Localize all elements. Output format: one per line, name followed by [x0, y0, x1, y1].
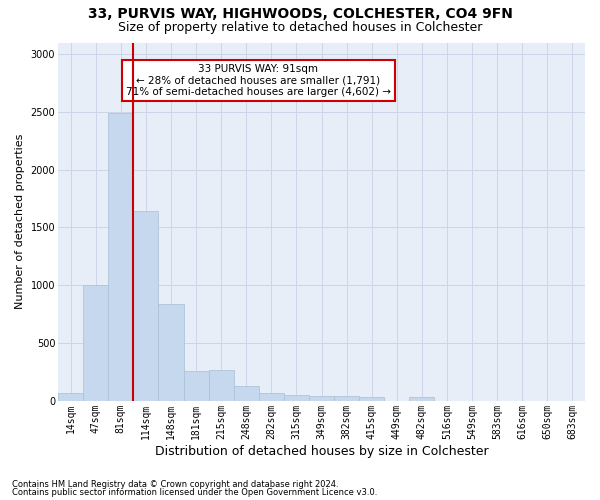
Text: Contains HM Land Registry data © Crown copyright and database right 2024.: Contains HM Land Registry data © Crown c… — [12, 480, 338, 489]
Bar — [334, 396, 359, 401]
Bar — [58, 393, 83, 401]
Bar — [184, 371, 209, 401]
Bar — [209, 370, 234, 401]
Y-axis label: Number of detached properties: Number of detached properties — [15, 134, 25, 310]
Bar — [83, 286, 108, 401]
Bar — [133, 212, 158, 401]
Bar — [158, 304, 184, 401]
Text: 33, PURVIS WAY, HIGHWOODS, COLCHESTER, CO4 9FN: 33, PURVIS WAY, HIGHWOODS, COLCHESTER, C… — [88, 8, 512, 22]
Bar — [234, 386, 259, 401]
Bar — [409, 396, 434, 401]
Bar — [359, 396, 384, 401]
Text: Size of property relative to detached houses in Colchester: Size of property relative to detached ho… — [118, 21, 482, 34]
Bar — [309, 396, 334, 401]
Text: Contains public sector information licensed under the Open Government Licence v3: Contains public sector information licen… — [12, 488, 377, 497]
Text: 33 PURVIS WAY: 91sqm
← 28% of detached houses are smaller (1,791)
71% of semi-de: 33 PURVIS WAY: 91sqm ← 28% of detached h… — [126, 64, 391, 97]
X-axis label: Distribution of detached houses by size in Colchester: Distribution of detached houses by size … — [155, 444, 488, 458]
Bar — [284, 395, 309, 401]
Bar — [259, 393, 284, 401]
Bar — [108, 113, 133, 401]
